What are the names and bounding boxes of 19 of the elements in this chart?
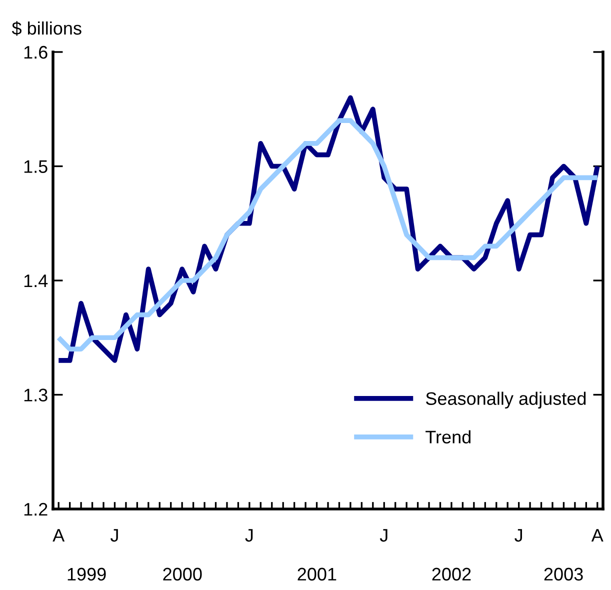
y-tick-label: 1.6: [24, 46, 48, 59]
x-tick-label: A: [52, 529, 65, 542]
x2-tick-label: 1999: [68, 568, 106, 581]
y-tick-label: 1.4: [24, 274, 48, 288]
x2-tick-label: 2003: [544, 568, 583, 581]
x2-tick-label: 2001: [298, 568, 336, 581]
y-tick-label: 1.5: [24, 160, 48, 173]
y-axis-title: $ billions: [12, 21, 82, 36]
legend-label: Trend: [426, 430, 470, 444]
legend-label: Seasonally adjusted: [426, 392, 586, 409]
x2-tick-label: 2002: [432, 568, 471, 581]
x-tick-label: J: [380, 529, 388, 542]
x-tick-label: A: [591, 529, 604, 542]
x-tick-label: J: [110, 529, 118, 542]
y-tick-label: 1.3: [24, 388, 48, 402]
x-tick-label: J: [245, 529, 253, 542]
x2-tick-label: 2000: [163, 568, 202, 581]
y-tick-label: 1.2: [24, 502, 48, 516]
x-tick-label: J: [514, 529, 522, 542]
